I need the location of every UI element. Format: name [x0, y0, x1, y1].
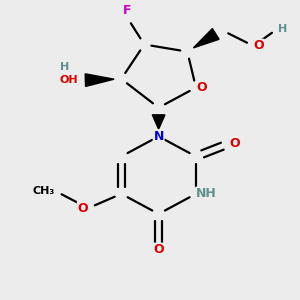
Text: F: F	[123, 4, 131, 17]
Text: O: O	[196, 81, 207, 94]
Polygon shape	[85, 74, 114, 86]
Text: O: O	[229, 137, 240, 150]
Text: O: O	[153, 243, 164, 256]
Text: O: O	[254, 39, 264, 52]
Text: NH: NH	[196, 187, 217, 200]
Text: OH: OH	[60, 75, 78, 85]
Polygon shape	[152, 115, 165, 129]
Text: N: N	[153, 130, 164, 143]
Text: H: H	[60, 62, 70, 72]
Polygon shape	[194, 28, 219, 48]
Text: CH₃: CH₃	[33, 186, 55, 196]
Text: O: O	[78, 202, 88, 215]
Text: H: H	[278, 24, 287, 34]
